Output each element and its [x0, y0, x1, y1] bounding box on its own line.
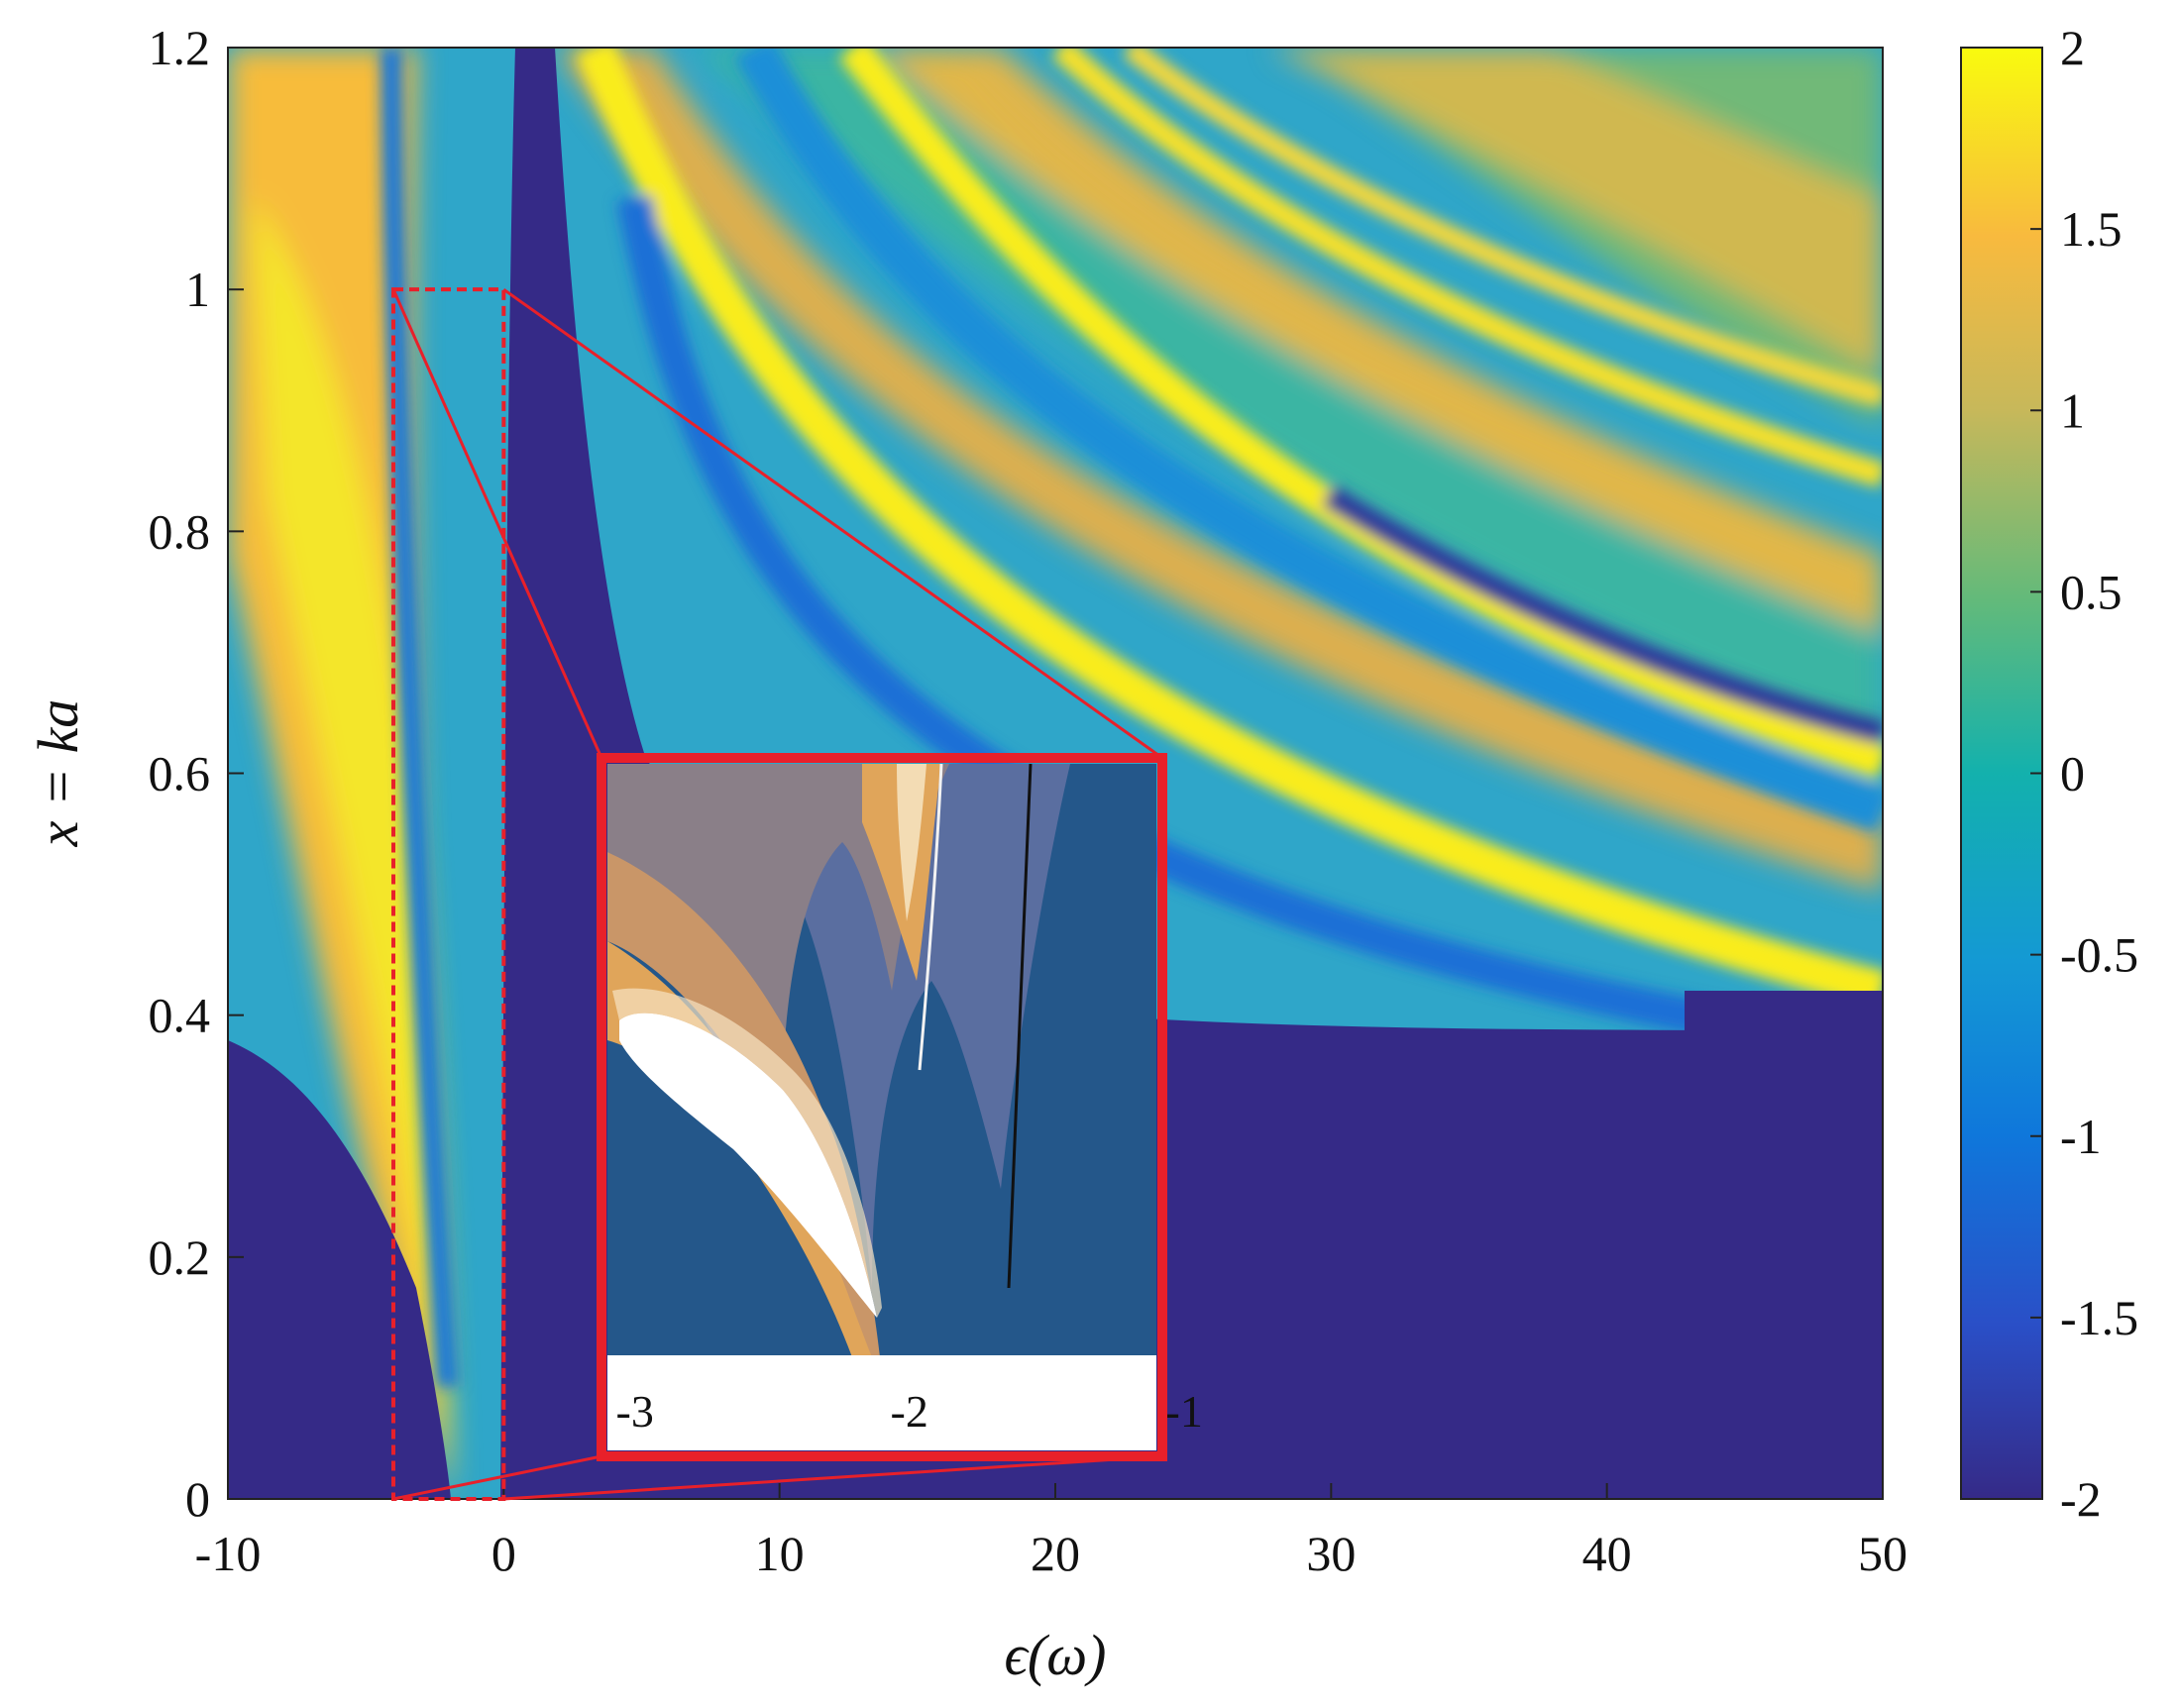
inset-light-top — [897, 764, 926, 921]
inset-tick-label: -3 — [616, 1386, 654, 1437]
colorbar-gradient — [1960, 47, 2043, 1500]
zoom-highlight — [391, 287, 1163, 1502]
y-axis-ticks: 0 0.2 0.4 0.6 0.8 1 1.2 — [149, 20, 244, 1527]
colorbar-tick-label: 0 — [2060, 746, 2085, 801]
zoom-connector-top-right — [502, 287, 1163, 760]
y-tick-label: 0 — [185, 1471, 210, 1527]
x-tick-label: 20 — [1031, 1526, 1080, 1581]
y-tick-label: 0.4 — [149, 988, 211, 1043]
x-axis-label: ϵ(ω) — [1005, 1623, 1107, 1687]
field-yellow-ridge-4 — [1123, 48, 1883, 407]
y-tick-label: 0.2 — [149, 1229, 211, 1285]
colorbar-ticks: -2 -1.5 -1 -0.5 0 0.5 1 1.5 2 — [2030, 20, 2138, 1527]
x-tick-label: -10 — [195, 1526, 262, 1581]
zoom-connector-bottom-left — [392, 1454, 602, 1501]
colorbar-tick-label: -2 — [2060, 1471, 2102, 1527]
y-tick-label: 1 — [185, 262, 210, 317]
colorbar: -2 -1.5 -1 -0.5 0 0.5 1 1.5 2 — [1960, 20, 2138, 1527]
y-tick-label: 1.2 — [149, 20, 211, 75]
field-yellow-ridge-2 — [838, 48, 1883, 780]
field-ochre-upper — [1268, 48, 1883, 376]
x-tick-label: 10 — [755, 1526, 805, 1581]
inset-border — [597, 753, 1167, 1461]
inset-x-ticks: -3 -2 -1 — [616, 1386, 1203, 1437]
y-axis-label: x = ka — [26, 699, 90, 848]
colorbar-tick-label: 0.5 — [2060, 564, 2123, 619]
colorbar-tick-label: 1 — [2060, 382, 2085, 438]
x-tick-label: 40 — [1582, 1526, 1632, 1581]
colorbar-tick-label: 1.5 — [2060, 201, 2123, 257]
x-tick-label: 0 — [491, 1526, 516, 1581]
x-tick-label: 50 — [1858, 1526, 1907, 1581]
field-dark-streak — [1321, 484, 1883, 745]
inset-black-filament — [1007, 764, 1033, 1289]
field-orange-band — [872, 48, 1883, 634]
colorbar-tick-label: -0.5 — [2060, 927, 2138, 983]
field-blue-left — [381, 48, 459, 1388]
x-tick-label: 30 — [1306, 1526, 1356, 1581]
field-cyan-band — [733, 48, 1883, 833]
colorbar-tick-label: -1.5 — [2060, 1290, 2138, 1345]
heatmap-field — [228, 48, 1883, 1499]
field-blue-band — [616, 194, 1883, 1068]
field-orange-lower — [555, 48, 1883, 892]
inset-tick-label: -2 — [891, 1386, 928, 1437]
field-left-yellow — [253, 198, 451, 1499]
inset-gray-region — [607, 764, 949, 1040]
inset-light-halo — [612, 988, 882, 1318]
y-tick-label: 0.6 — [149, 746, 211, 801]
inset-white-filament — [918, 764, 943, 1071]
field-yellow-ridge-1 — [576, 48, 1883, 1011]
x-axis-ticks: -10 0 10 20 30 40 50 — [195, 1483, 1907, 1581]
colorbar-tick-label: -1 — [2060, 1109, 2102, 1164]
zoom-connector-bottom-right — [503, 1454, 1163, 1501]
inset-tick-strip — [607, 1355, 1156, 1450]
y-tick-label: 0.8 — [149, 503, 211, 559]
zoom-connector-top-left — [391, 288, 603, 759]
zoom-region-box — [391, 287, 506, 1502]
colorbar-tick-label: 2 — [2060, 20, 2085, 75]
inset-zoom-panel: -3 -2 -1 — [597, 753, 1203, 1461]
field-dark-tail — [1685, 991, 1883, 1499]
field-yellow-ridge-3 — [1051, 48, 1883, 488]
inset-white-lobe — [619, 1013, 877, 1318]
inset-orange-top — [862, 764, 941, 981]
inset-tick-label: -1 — [1165, 1386, 1203, 1437]
inset-orange-band-1 — [607, 852, 880, 1355]
